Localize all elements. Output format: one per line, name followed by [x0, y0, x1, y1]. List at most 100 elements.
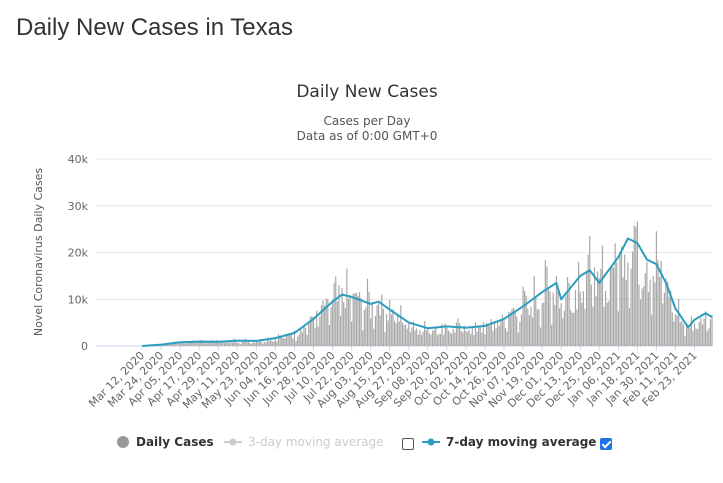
daily-case-bar	[579, 291, 581, 346]
daily-case-bar	[292, 338, 294, 346]
daily-case-bar	[674, 314, 677, 346]
daily-case-bar	[425, 330, 427, 346]
daily-case-bar	[611, 264, 613, 346]
daily-case-bar	[427, 329, 429, 346]
daily-case-bar	[314, 327, 316, 346]
daily-case-bar	[509, 312, 511, 346]
daily-case-bar	[698, 321, 700, 346]
daily-case-bar	[685, 322, 688, 346]
daily-case-bar	[176, 341, 178, 346]
daily-case-bar	[555, 275, 558, 346]
daily-case-bar	[605, 291, 607, 346]
daily-case-bar	[505, 328, 507, 346]
daily-case-bar	[195, 342, 197, 346]
legend-item-7-day-average[interactable]: 7-day moving average	[422, 435, 596, 449]
daily-case-bar	[565, 295, 567, 346]
daily-case-bar	[392, 309, 394, 346]
daily-case-bar	[420, 334, 423, 346]
daily-case-bar	[657, 260, 659, 346]
daily-case-bar	[473, 335, 475, 346]
daily-case-bar	[417, 334, 419, 346]
daily-case-bar	[597, 271, 599, 346]
daily-case-bar	[241, 341, 243, 346]
daily-case-bar	[276, 341, 278, 346]
daily-case-bar	[692, 330, 694, 346]
checkbox-3-day-average[interactable]	[402, 438, 414, 450]
daily-case-bar	[697, 329, 699, 346]
daily-case-bar	[695, 328, 697, 346]
daily-case-bar	[304, 327, 307, 346]
daily-case-bar	[497, 321, 499, 346]
daily-case-bar	[341, 287, 343, 346]
daily-case-bar	[284, 338, 286, 346]
daily-case-bar	[438, 333, 440, 346]
y-tick-label: 0	[81, 340, 88, 353]
daily-case-bar	[431, 330, 434, 346]
daily-case-bar	[235, 341, 237, 346]
daily-case-bar	[516, 316, 518, 346]
daily-case-bar	[295, 340, 297, 346]
daily-case-bar	[598, 278, 600, 346]
daily-case-bar	[349, 296, 351, 346]
daily-case-bar	[381, 294, 383, 346]
daily-case-bar	[563, 310, 565, 346]
daily-case-bar	[671, 312, 673, 346]
legend-item-daily-cases[interactable]: Daily Cases	[116, 435, 214, 449]
daily-case-bar	[376, 305, 378, 346]
daily-case-bar	[193, 341, 196, 346]
daily-case-bar	[498, 326, 500, 346]
daily-case-bar	[236, 342, 238, 346]
daily-case-bar	[230, 340, 232, 346]
daily-case-bar	[493, 321, 496, 346]
daily-case-bar	[254, 342, 256, 346]
daily-case-bar	[458, 323, 461, 346]
daily-case-bar	[651, 314, 653, 346]
daily-case-bar	[355, 292, 357, 346]
daily-case-bar	[687, 326, 689, 346]
daily-case-bar	[185, 342, 188, 346]
daily-case-bar	[646, 261, 648, 346]
daily-case-bar	[400, 305, 402, 346]
daily-case-bar	[701, 324, 704, 346]
moving-average-line	[141, 237, 713, 347]
daily-case-bar	[709, 319, 712, 346]
daily-case-bar	[592, 306, 594, 346]
daily-case-bar	[300, 329, 302, 346]
daily-case-bar	[655, 231, 658, 346]
daily-case-bar	[270, 339, 272, 346]
daily-case-bar	[457, 318, 459, 346]
legend-item-3-day-average[interactable]: 3-day moving average	[224, 435, 383, 449]
daily-case-bar	[576, 309, 578, 346]
daily-case-bar	[585, 270, 588, 346]
daily-case-bar	[317, 326, 319, 346]
daily-case-bar	[209, 340, 211, 346]
daily-case-bar	[177, 343, 180, 346]
daily-case-bar	[492, 331, 494, 346]
daily-case-bar	[289, 335, 291, 346]
daily-case-bar	[368, 292, 370, 346]
daily-case-bar	[192, 340, 194, 346]
daily-case-bar	[171, 342, 173, 346]
daily-case-bar	[365, 307, 367, 346]
daily-case-bar	[385, 314, 388, 346]
daily-case-bar	[644, 273, 646, 346]
daily-case-bar	[538, 308, 540, 346]
chart-subtitle-line1: Cases per Day	[324, 114, 411, 128]
daily-cases-chart: Daily New Cases Cases per Day Data as of…	[32, 82, 713, 411]
daily-case-bar	[543, 302, 545, 346]
daily-case-bar	[471, 326, 473, 346]
daily-case-bar	[316, 310, 318, 346]
daily-case-bar	[554, 305, 556, 346]
daily-case-bar	[262, 343, 264, 346]
daily-case-bar	[570, 310, 572, 346]
daily-case-bar	[562, 318, 564, 346]
daily-case-bar	[468, 329, 470, 346]
checkbox-7-day-average[interactable]	[600, 438, 612, 450]
daily-case-bar	[647, 292, 650, 346]
daily-case-bar	[479, 326, 481, 346]
daily-case-bar	[297, 336, 299, 346]
daily-case-bar	[223, 342, 226, 346]
daily-case-bar	[189, 342, 191, 346]
daily-case-bar	[582, 291, 585, 346]
daily-case-bar	[659, 277, 661, 346]
